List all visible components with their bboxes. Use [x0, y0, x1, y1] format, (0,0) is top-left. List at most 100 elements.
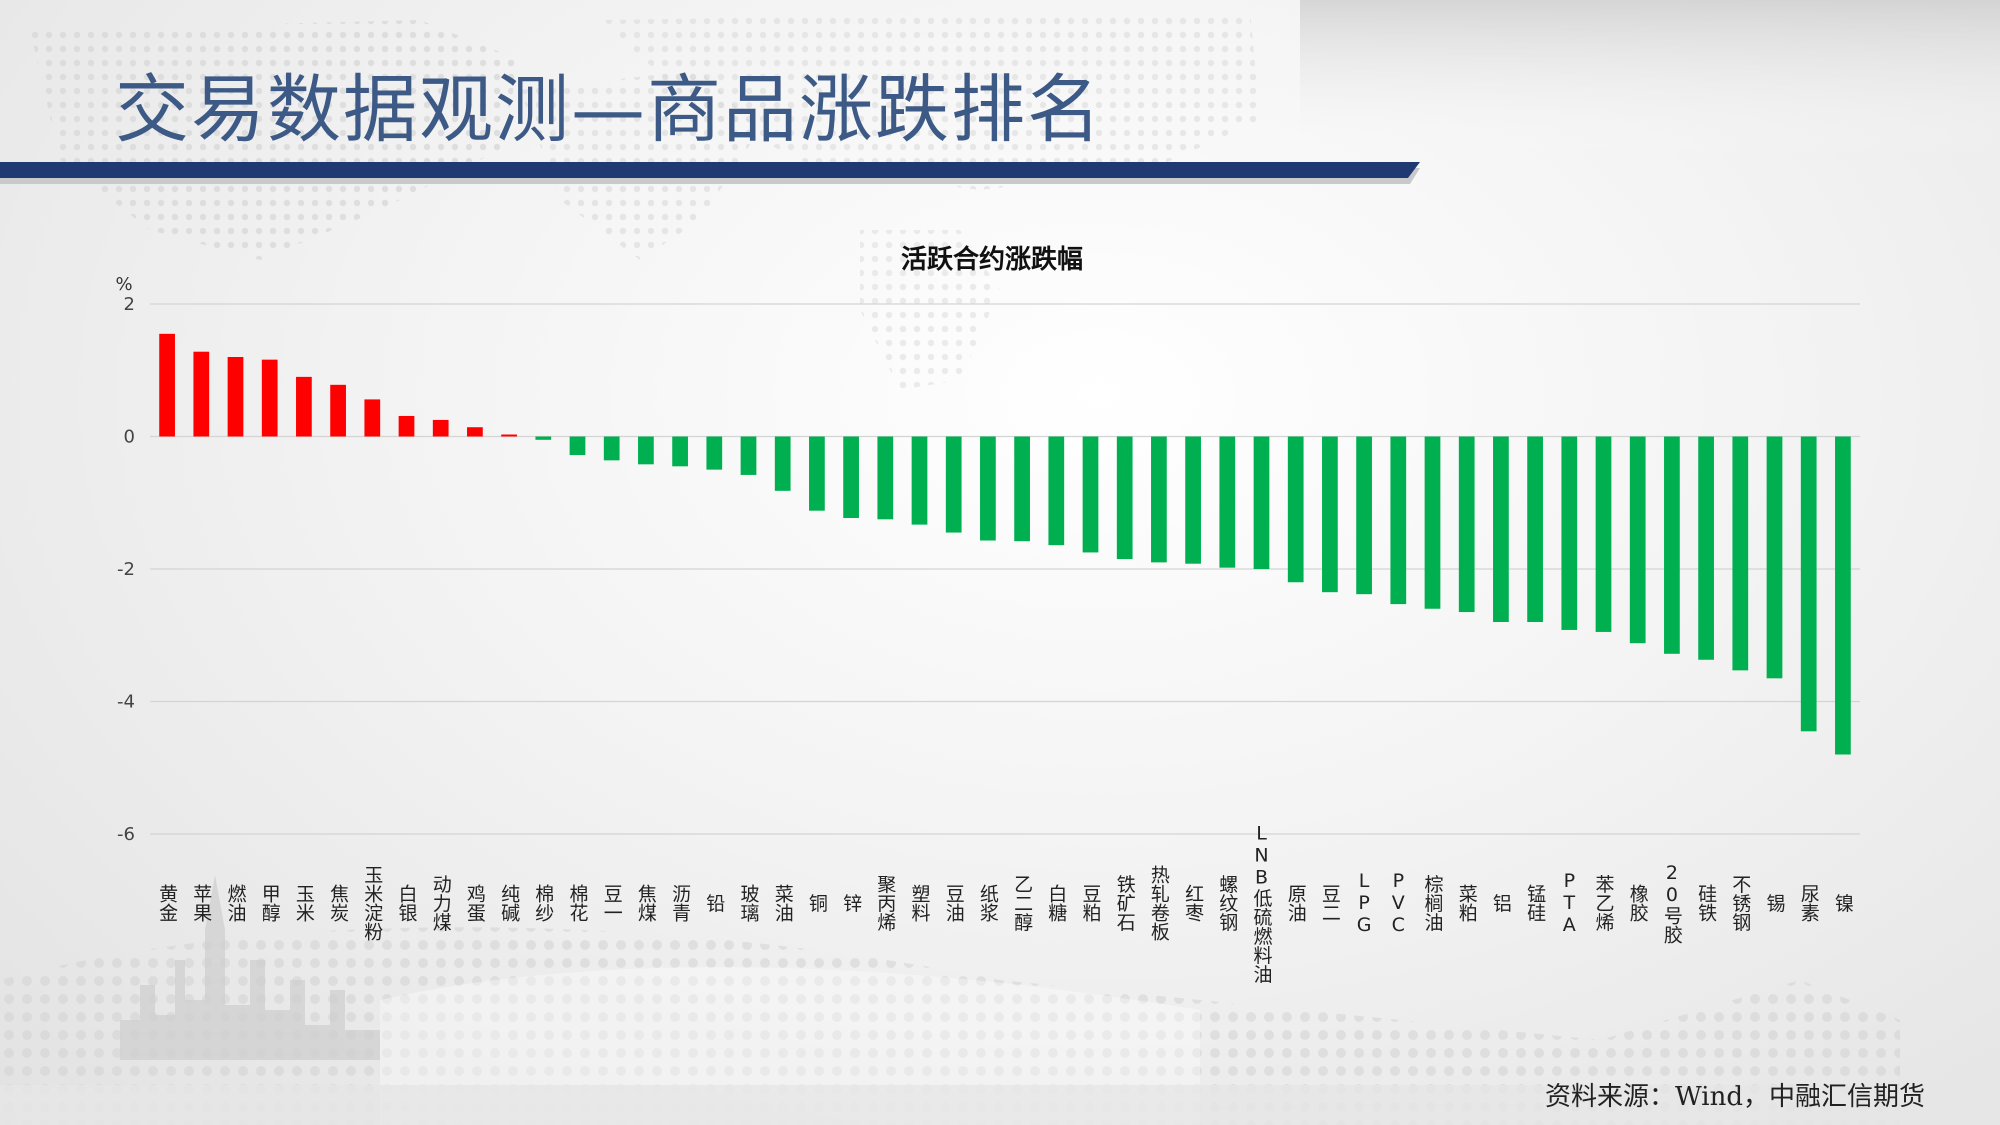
- bar: [1424, 436, 1441, 609]
- x-tick-label: 玉米淀粉: [361, 865, 383, 941]
- x-tick-label: 红枣: [1182, 884, 1204, 922]
- x-tick-label: 豆粕: [1080, 884, 1102, 922]
- bar: [1048, 436, 1065, 546]
- bar: [1527, 436, 1543, 622]
- x-tick-label: LPG: [1353, 870, 1375, 936]
- x-tick-label: 不锈钢: [1729, 875, 1751, 932]
- bar: [1629, 436, 1646, 644]
- x-tick-label: 热轧卷板: [1148, 865, 1170, 941]
- bar: [261, 359, 278, 437]
- x-axis: 黄金 苹果 燃油 甲醇 玉米 焦炭 玉米淀粉 白银 动力煤 鸡蛋 纯碱 棉纱 棉花 豆一 焦煤 沥青铅玻璃 菜油…: [156, 823, 1854, 984]
- x-tick-label: 鸡蛋: [464, 884, 486, 922]
- x-tick-label: 豆一: [601, 884, 623, 922]
- y-tick-label: -6: [117, 824, 135, 845]
- x-tick-label: PTA: [1558, 870, 1580, 936]
- x-tick-label: 锡: [1764, 893, 1786, 913]
- source-note: 资料来源：Wind，中融汇信期货: [1545, 1082, 1925, 1112]
- bar: [569, 436, 586, 456]
- x-tick-label: 原油: [1285, 884, 1307, 922]
- x-tick-label: 纯碱: [498, 884, 520, 923]
- x-tick-label: 甲醇: [259, 884, 281, 922]
- bar: [911, 436, 928, 525]
- bar: [1082, 436, 1099, 553]
- bar: [432, 419, 449, 437]
- bar: [1800, 436, 1817, 732]
- slide-title: 交易数据观测—商品涨跌排名: [115, 67, 1103, 153]
- x-tick-label: 菜粕: [1456, 884, 1478, 922]
- bar: [501, 434, 517, 437]
- bar: [638, 436, 654, 465]
- x-tick-label: 橡胶: [1627, 884, 1649, 922]
- x-tick-label: 黄金: [156, 884, 178, 922]
- bar: [774, 436, 791, 491]
- x-tick-label: 动力煤: [430, 874, 452, 931]
- bar: [843, 436, 859, 518]
- bar: [1151, 436, 1167, 563]
- bar: [1561, 436, 1578, 630]
- x-tick-label: 硅铁: [1695, 884, 1717, 922]
- bar: [1835, 436, 1851, 755]
- bar: [535, 436, 552, 440]
- x-tick-label: 乙二醇: [1011, 875, 1033, 932]
- x-tick-label: 燃油: [225, 884, 247, 922]
- x-tick-label: 纸浆: [977, 884, 999, 922]
- x-tick-label: 豆油: [943, 884, 965, 922]
- x-tick-label: 白糖: [1045, 884, 1067, 922]
- bar: [1390, 436, 1407, 605]
- bar: [1664, 436, 1680, 654]
- chart-bars: [159, 333, 1851, 755]
- bar: [740, 436, 757, 475]
- x-tick-label: 苹果: [190, 884, 212, 922]
- x-tick-label: 镍: [1832, 893, 1854, 912]
- x-tick-label: 焦炭: [327, 884, 349, 922]
- x-tick-label: 沥青: [669, 884, 691, 923]
- x-tick-label: 棉花: [567, 884, 589, 922]
- bar: [193, 351, 210, 437]
- x-tick-label: 塑料: [909, 884, 931, 922]
- bar: [877, 436, 894, 520]
- bar: [1287, 436, 1304, 583]
- bar: [1698, 436, 1714, 660]
- bar: [330, 384, 346, 437]
- bar: [467, 427, 483, 437]
- x-tick-label: 铜: [806, 893, 828, 912]
- x-tick-label: 铁矿石: [1114, 874, 1136, 931]
- bar: [1185, 436, 1201, 564]
- bar: [809, 436, 825, 511]
- x-tick-label: 螺纹钢: [1216, 874, 1238, 931]
- x-tick-label: 尿素: [1798, 884, 1820, 922]
- bar: [1493, 436, 1509, 622]
- bar: [706, 436, 723, 470]
- x-tick-label: 铅: [703, 893, 725, 912]
- bar: [1322, 436, 1338, 593]
- bar: [672, 436, 688, 467]
- x-tick-label: 菜油: [772, 884, 794, 922]
- bar: [1766, 436, 1783, 679]
- x-tick-label: 锰硅: [1524, 884, 1546, 922]
- bar: [603, 436, 620, 461]
- x-tick-label: 苯乙烯: [1593, 874, 1615, 931]
- bar: [398, 415, 415, 437]
- x-tick-label: LNB低硫燃料油: [1251, 823, 1273, 984]
- x-tick-label: 白银: [396, 884, 418, 922]
- x-tick-label: 20号胶: [1661, 862, 1683, 944]
- bar: [296, 376, 312, 437]
- bar: [980, 436, 996, 541]
- bar: [1458, 436, 1475, 613]
- bar: [1253, 436, 1270, 569]
- chart-title: 活跃合约涨跌幅: [901, 244, 1083, 275]
- x-tick-label: 棕榈油: [1422, 874, 1444, 931]
- y-tick-label: -2: [117, 559, 135, 580]
- bar: [945, 436, 962, 533]
- bar: [227, 357, 244, 437]
- y-tick-label: -4: [117, 692, 135, 713]
- x-tick-label: PVC: [1387, 870, 1409, 936]
- title-underline-bar: [0, 162, 1420, 184]
- bar: [364, 399, 381, 437]
- x-tick-label: 棉纱: [532, 884, 554, 922]
- y-axis-unit-label: %: [115, 274, 132, 295]
- bar: [1219, 436, 1236, 568]
- y-axis: 2 0 -2 -4 -6: [117, 294, 135, 845]
